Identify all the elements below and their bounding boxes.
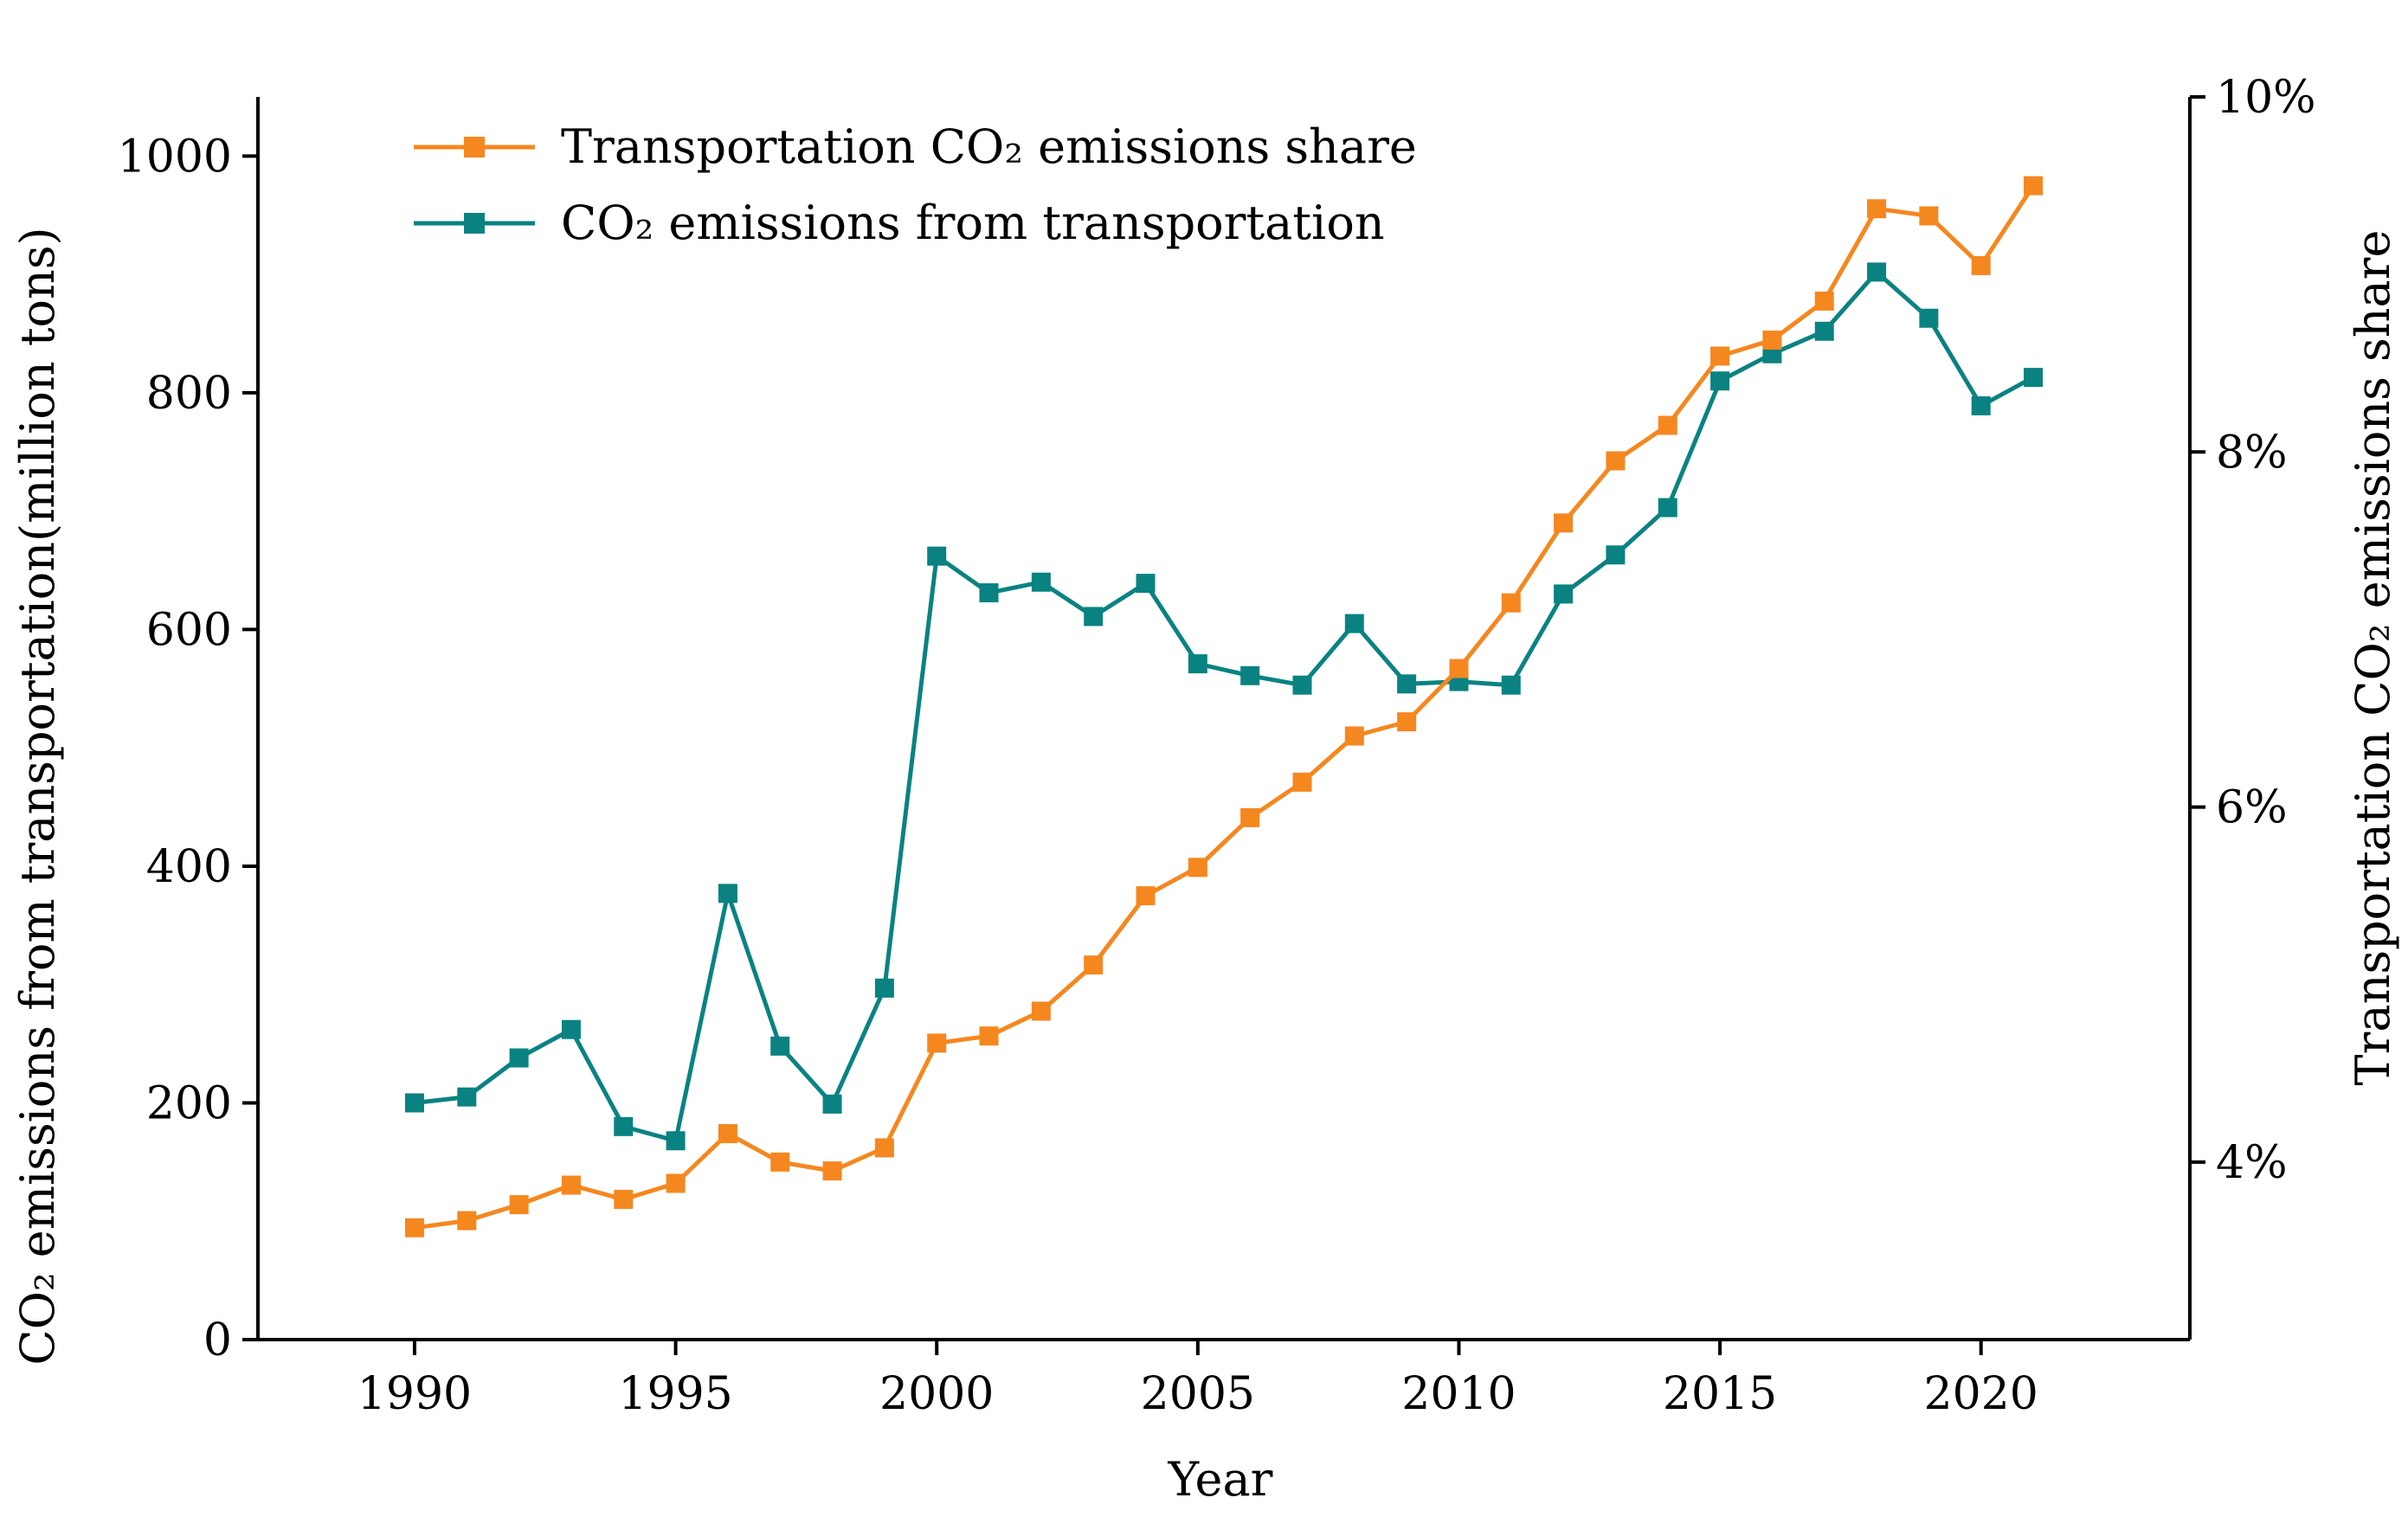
point-share-2013 [1606,451,1626,471]
point-share-2020 [1971,255,1991,275]
point-share-1995 [666,1173,686,1193]
y-right-tick-label-8: 8% [2216,427,2288,479]
point-emissions-2008 [1344,614,1364,633]
point-share-2001 [979,1026,999,1046]
x-tick-label-2010: 2010 [1401,1368,1516,1420]
point-share-2000 [927,1033,947,1053]
x-tick-label-1990: 1990 [357,1368,472,1420]
point-emissions-2014 [1658,498,1677,517]
point-share-2019 [1919,206,1939,226]
point-emissions-2007 [1292,675,1312,695]
point-share-2008 [1344,726,1364,746]
point-emissions-1998 [822,1094,842,1114]
point-share-2010 [1449,659,1469,678]
point-emissions-1997 [770,1036,790,1056]
point-emissions-1995 [666,1131,686,1151]
x-tick-label-2020: 2020 [1924,1368,2038,1420]
point-emissions-2019 [1919,308,1939,328]
y-axis-left-title: CO₂ emissions from transportation(millio… [10,227,65,1365]
point-share-2012 [1554,513,1574,533]
point-share-2009 [1397,712,1417,732]
legend-label-share: Transportation CO₂ emissions share [561,119,1417,174]
axes [256,97,2192,1341]
legend: Transportation CO₂ emissions share CO₂ e… [414,119,1417,250]
y-left-tick-label-0: 0 [203,1315,232,1366]
point-emissions-2006 [1240,665,1260,685]
point-emissions-2018 [1867,262,1887,282]
x-tick-label-2005: 2005 [1141,1368,1255,1420]
point-share-2021 [2024,176,2044,196]
point-share-2004 [1136,886,1156,906]
point-emissions-2015 [1710,371,1730,391]
point-emissions-1999 [874,978,894,998]
point-share-1990 [404,1218,424,1237]
point-share-1997 [770,1152,790,1172]
point-emissions-1991 [457,1087,477,1107]
x-tick-label-2015: 2015 [1663,1368,1777,1420]
point-share-1991 [457,1211,477,1231]
legend-swatch-marker-share [464,137,485,157]
point-emissions-2004 [1136,574,1156,594]
point-emissions-2005 [1188,654,1207,674]
point-emissions-2003 [1084,607,1104,627]
series-line-share [414,184,2036,1231]
point-emissions-2011 [1501,675,1521,695]
point-emissions-1993 [561,1019,581,1039]
y-left-tick-label-1000: 1000 [118,131,232,183]
point-share-2016 [1762,331,1782,350]
x-axis-title: Year [1168,1452,1273,1507]
y-left-tick-label-800: 800 [146,368,232,420]
point-share-2007 [1292,772,1312,792]
point-emissions-2001 [979,583,999,603]
point-share-2003 [1084,955,1104,975]
point-emissions-2020 [1971,395,1991,415]
point-share-2002 [1031,1001,1051,1021]
legend-swatch-marker-emissions [464,213,485,234]
point-emissions-2013 [1606,545,1626,565]
point-emissions-2000 [927,546,947,566]
point-share-2006 [1240,807,1260,827]
point-emissions-2012 [1554,584,1574,604]
series-line-emissions [414,269,2035,1143]
y-axis-right-title: Transportation CO₂ emissions share [2346,230,2400,1086]
point-emissions-1994 [614,1116,634,1136]
point-emissions-1996 [718,884,737,903]
point-share-2018 [1867,199,1887,219]
y-right-tick-label-6: 6% [2216,782,2288,834]
point-emissions-2002 [1031,572,1051,592]
y-left-tick-label-400: 400 [146,841,232,893]
x-tick-label-1995: 1995 [618,1368,732,1420]
y-right-tick-label-10: 10% [2216,72,2316,124]
point-emissions-1990 [404,1093,424,1113]
y-right-tick-label-4: 4% [2216,1137,2288,1189]
y-left-tick-label-200: 200 [146,1077,232,1129]
point-emissions-2009 [1397,674,1417,694]
point-share-2014 [1658,415,1677,435]
point-share-2011 [1501,593,1521,613]
x-tick-label-2000: 2000 [879,1368,994,1420]
point-share-1999 [874,1138,894,1158]
point-share-1994 [614,1189,634,1209]
point-emissions-1992 [509,1048,529,1068]
point-emissions-2021 [2024,368,2044,388]
point-share-1992 [509,1195,529,1215]
point-emissions-2017 [1814,321,1834,341]
point-share-2017 [1814,291,1834,311]
y-left-tick-label-600: 600 [146,604,232,656]
series-layer [404,176,2044,1237]
ticks: 1990 1995 2000 2005 2010 2015 2020 0 200 400 600 80… [118,72,2316,1420]
legend-label-emissions: CO₂ emissions from transportation [561,196,1385,250]
point-share-1993 [561,1175,581,1195]
point-share-1996 [718,1124,737,1144]
point-share-2005 [1188,858,1207,877]
point-share-1998 [822,1161,842,1181]
point-share-2015 [1710,346,1730,366]
